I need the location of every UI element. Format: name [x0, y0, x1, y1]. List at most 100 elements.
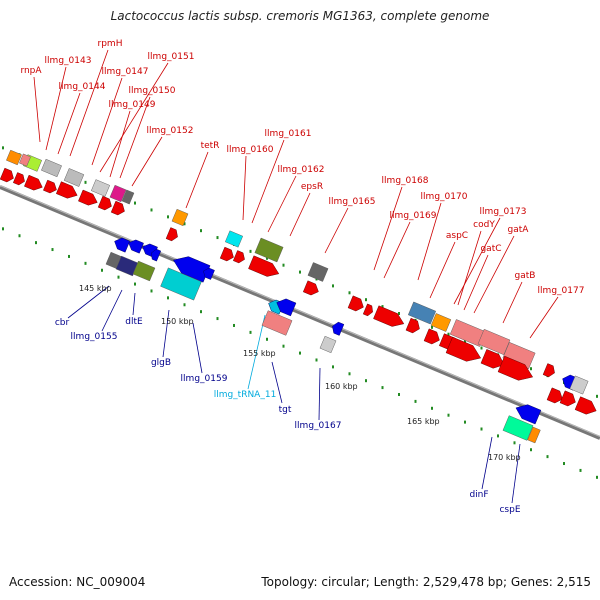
scale-label: 165 kbp: [407, 417, 440, 426]
forward-gene-label: llmg_0149: [109, 100, 156, 110]
gene-feature: [19, 153, 31, 167]
tick-mark: [398, 392, 400, 396]
trna-leader-line: [247, 314, 266, 390]
forward-leader-line: [99, 62, 169, 173]
reverse-leader-line: [271, 361, 283, 404]
reverse-gene-label: cspE: [499, 505, 520, 515]
tick-mark: [447, 332, 450, 336]
gene-feature: [430, 313, 452, 332]
forward-gene-arrow: [480, 349, 505, 369]
scale-label: 160 kbp: [325, 382, 358, 391]
forward-gene-label: llmg_0173: [480, 207, 527, 217]
tick-mark: [101, 268, 103, 272]
topology-text: Topology: circular; Length: 2,529,478 bp…: [261, 575, 591, 589]
tick-mark: [398, 311, 400, 315]
tick-mark: [183, 222, 186, 226]
tick-mark: [464, 420, 466, 424]
forward-gene-arrow: [78, 189, 98, 206]
trna-gene-label: llmg_tRNA_11: [214, 390, 277, 400]
forward-leader-line: [267, 175, 297, 233]
reverse-gene-arrow: [332, 321, 345, 336]
tick-mark: [596, 475, 598, 479]
tick-mark: [299, 351, 301, 355]
forward-gene-arrow: [97, 195, 112, 211]
tick-mark: [282, 344, 285, 348]
tick-mark: [563, 462, 565, 466]
forward-gene-arrow: [248, 255, 280, 277]
tick-mark: [216, 236, 219, 240]
forward-gene-label: tetR: [201, 141, 220, 151]
forward-gene-arrow: [13, 172, 25, 186]
tick-mark: [266, 256, 268, 260]
tick-mark: [513, 441, 516, 445]
reverse-gene-label: dltE: [125, 317, 143, 327]
gene-feature: [477, 328, 511, 356]
tick-mark: [596, 394, 598, 398]
gene-feature: [527, 426, 541, 444]
forward-leader-line: [417, 202, 442, 281]
reverse-gene-arrow: [515, 404, 542, 425]
forward-gene-label: llmg_0169: [390, 211, 437, 221]
tick-mark: [332, 284, 334, 288]
forward-leader-line: [429, 241, 456, 299]
scale-label: 155 kbp: [243, 349, 276, 358]
gene-features: [0, 149, 597, 444]
tick-mark: [431, 406, 433, 410]
gene-feature: [307, 262, 329, 282]
gene-feature: [171, 208, 189, 227]
tick-mark: [84, 180, 87, 184]
tick-mark: [315, 358, 318, 362]
tick-mark: [249, 249, 252, 253]
gene-feature: [407, 301, 437, 325]
forward-leader-line: [383, 221, 411, 279]
forward-gene-label: llmg_0177: [538, 286, 585, 296]
forward-leader-line: [69, 49, 109, 157]
scale-label: 145 kbp: [79, 284, 112, 293]
reverse-leader-line: [511, 443, 521, 504]
tick-mark: [480, 427, 483, 431]
forward-leader-line: [131, 136, 163, 187]
forward-leader-line: [373, 186, 403, 271]
reverse-gene-label: llmg_0159: [181, 374, 228, 384]
forward-leader-line: [119, 96, 151, 179]
tick-mark: [249, 330, 252, 334]
gene-feature: [160, 267, 202, 301]
forward-gene-arrow: [219, 246, 234, 262]
reverse-leader-line: [67, 285, 110, 319]
gene-feature: [569, 375, 589, 395]
reverse-gene-arrow: [128, 239, 144, 254]
forward-gene-label: llmg_0150: [129, 86, 176, 96]
reverse-gene-arrow: [114, 237, 131, 253]
forward-gene-arrow: [0, 167, 14, 183]
tick-mark: [233, 323, 235, 327]
tick-mark: [216, 317, 219, 321]
tick-mark: [117, 275, 120, 279]
forward-gene-arrow: [405, 317, 420, 334]
tick-mark: [299, 270, 301, 274]
genome-title: Lactococcus lactis subsp. cremoris MG136…: [110, 9, 490, 23]
tick-mark: [68, 254, 70, 258]
forward-gene-label: llmg_0152: [147, 126, 194, 136]
reverse-gene-arrow: [173, 256, 211, 283]
forward-leader-line: [289, 192, 311, 237]
forward-gene-arrow: [302, 280, 319, 296]
gene-feature: [121, 189, 135, 205]
tick-mark: [2, 146, 4, 150]
tick-mark: [150, 208, 153, 212]
forward-leader-line: [45, 66, 67, 151]
reverse-gene-label: llmg_0155: [71, 332, 118, 342]
tick-mark: [200, 310, 202, 314]
leader-lines: [33, 49, 559, 504]
forward-gene-label: llmg_0170: [421, 192, 468, 202]
tick-mark: [134, 201, 136, 205]
tick-mark: [497, 434, 499, 438]
gene-feature: [41, 158, 62, 178]
tick-mark: [464, 339, 466, 343]
reverse-leader-line: [192, 322, 203, 374]
tick-mark: [167, 215, 169, 219]
reverse-gene-label: glgB: [151, 358, 171, 368]
forward-leader-line: [251, 139, 285, 224]
tick-mark: [381, 305, 384, 309]
